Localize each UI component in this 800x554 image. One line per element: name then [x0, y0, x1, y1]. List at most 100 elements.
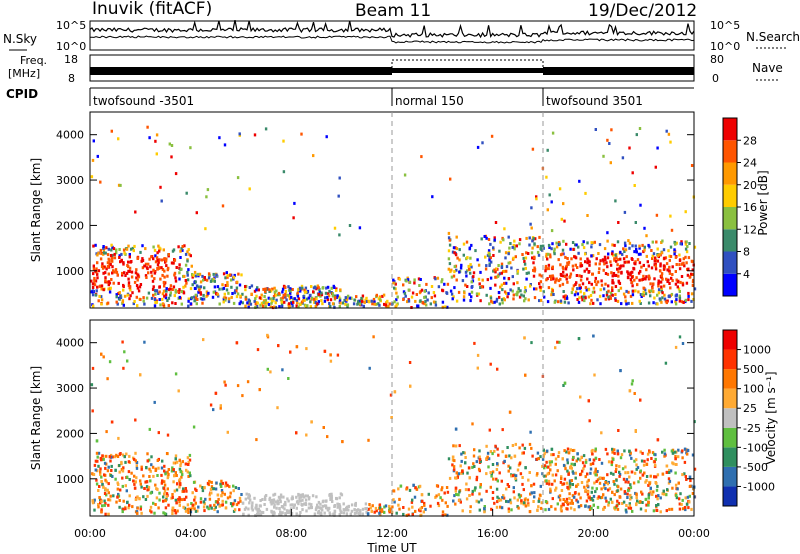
- data-cell: [128, 255, 131, 259]
- data-cell: [309, 293, 312, 297]
- data-cell: [574, 283, 577, 286]
- data-cell: [497, 264, 500, 267]
- data-cell: [369, 506, 372, 510]
- data-cell: [681, 507, 685, 511]
- data-cell: [171, 496, 174, 499]
- data-cell: [681, 456, 684, 460]
- data-cell: [676, 280, 679, 284]
- data-cell: [594, 473, 597, 477]
- data-cell: [203, 502, 206, 506]
- data-cell: [514, 442, 517, 446]
- data-cell: [487, 249, 491, 253]
- xtick-label-0: 00:00: [74, 527, 106, 540]
- data-cell: [127, 277, 130, 281]
- data-cell: [491, 491, 495, 494]
- data-cell: [269, 305, 272, 309]
- data-cell: [500, 506, 504, 510]
- data-cell: [264, 289, 267, 293]
- data-cell: [639, 507, 643, 511]
- data-cell: [541, 457, 545, 461]
- data-cell: [375, 302, 378, 306]
- data-cell: [325, 286, 328, 290]
- data-cell: [244, 297, 248, 301]
- data-cell: [532, 237, 535, 241]
- data-cell: [148, 467, 151, 471]
- data-cell: [469, 256, 472, 260]
- data-cell: [618, 464, 621, 468]
- data-cell: [496, 495, 499, 499]
- data-cell: [148, 427, 151, 431]
- data-cell: [488, 258, 491, 262]
- data-cell: [105, 480, 108, 484]
- data-cell: [653, 259, 656, 263]
- data-cell: [533, 296, 537, 300]
- data-cell: [122, 303, 125, 307]
- data-cell: [216, 493, 220, 497]
- data-cell: [551, 497, 554, 501]
- data-cell: [634, 221, 637, 224]
- data-cell: [425, 282, 428, 286]
- data-cell: [566, 261, 569, 265]
- data-cell: [464, 488, 468, 492]
- data-cell: [135, 461, 139, 464]
- data-cell: [236, 280, 239, 284]
- data-cell: [231, 502, 235, 506]
- data-cell: [635, 467, 638, 471]
- data-cell: [227, 297, 231, 301]
- data-cell: [550, 200, 553, 204]
- data-cell: [642, 263, 645, 267]
- data-cell: [565, 450, 568, 454]
- data-cell: [186, 273, 189, 277]
- data-cell: [423, 302, 426, 306]
- data-cell: [551, 242, 554, 246]
- data-cell: [525, 271, 528, 275]
- data-cell: [602, 287, 606, 291]
- data-cell: [495, 505, 499, 509]
- data-cell: [371, 302, 374, 306]
- data-cell: [192, 425, 196, 429]
- data-cell: [627, 506, 630, 510]
- data-cell: [134, 271, 138, 275]
- data-cell: [141, 257, 144, 261]
- data-cell: [156, 487, 159, 491]
- data-cell: [215, 273, 218, 277]
- data-cell: [402, 512, 405, 516]
- noise-tick-high-left: 10^5: [56, 19, 86, 32]
- data-cell: [150, 274, 154, 278]
- data-cell: [539, 244, 543, 248]
- data-cell: [273, 305, 276, 309]
- data-cell: [328, 511, 331, 515]
- data-cell: [402, 290, 406, 294]
- data-cell: [530, 226, 533, 230]
- data-cell: [635, 133, 638, 137]
- data-cell: [107, 482, 110, 486]
- data-cell: [136, 286, 140, 290]
- data-cell: [132, 479, 135, 483]
- data-cell: [415, 293, 418, 296]
- freq-tick-high: 18: [64, 53, 78, 66]
- data-cell: [205, 278, 209, 282]
- data-cell: [324, 499, 328, 503]
- data-cell: [361, 299, 364, 303]
- data-cell: [456, 256, 459, 260]
- data-cell: [558, 340, 561, 344]
- data-cell: [107, 283, 110, 287]
- data-cell: [616, 299, 620, 303]
- data-cell: [281, 296, 285, 300]
- power-colorbar-swatch-3: [723, 207, 737, 230]
- data-cell: [272, 296, 275, 300]
- data-cell: [153, 304, 157, 308]
- data-cell: [309, 305, 312, 309]
- data-cell: [197, 285, 200, 289]
- data-cell: [303, 502, 306, 506]
- data-cell: [100, 500, 103, 504]
- data-cell: [329, 353, 332, 357]
- data-cell: [125, 475, 129, 479]
- data-cell: [224, 296, 228, 300]
- data-cell: [106, 301, 110, 305]
- data-cell: [541, 464, 544, 468]
- data-cell: [614, 285, 618, 288]
- data-cell: [127, 460, 131, 464]
- data-cell: [455, 235, 458, 239]
